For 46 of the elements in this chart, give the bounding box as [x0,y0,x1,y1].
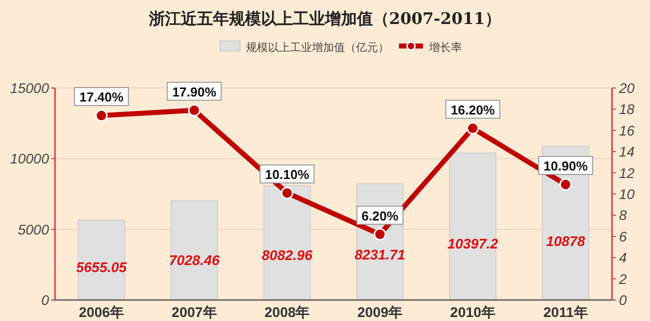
y2-tick-label: 16 [619,122,635,138]
y-tick-label: 10000 [10,150,50,167]
bar [449,152,496,300]
y2-tick-label: 18 [619,101,635,118]
data-label: 16.20% [450,102,496,118]
point [95,109,108,122]
y2-tick-label: 10 [619,186,635,202]
data-label: 17.40% [79,90,124,105]
point [374,228,386,241]
x-tick-label: 2007年 [172,304,217,320]
y2-tick-label: 14 [619,144,635,160]
x-tick-label: 2010年 [450,304,496,320]
point [466,122,479,135]
y2-tick-label: 8 [619,207,627,224]
data-label: 8231.71 [354,246,406,262]
y-tick-label: 15000 [10,80,50,96]
y-tick-label: 5000 [18,221,50,238]
point [559,178,572,191]
data-label: 10397.2 [447,236,498,252]
y-tick-label: 0 [41,292,50,308]
x-tick-label: 2009年 [357,304,402,320]
x-tick-label: 2011年 [543,304,588,320]
data-label: 10878 [546,233,586,250]
y2-tick-label: 0 [619,292,627,308]
x-tick-label: 2006年 [78,304,124,320]
point [188,104,200,117]
data-label: 17.90% [172,84,217,100]
bar [170,200,218,300]
data-label: 10.10% [265,166,310,182]
legend-label: 增长率 [428,41,462,54]
data-label: 10.90% [544,158,588,174]
y2-tick-label: 12 [619,164,635,181]
data-label: 5655.05 [76,259,127,276]
data-label: 6.20% [361,208,399,224]
legend-label: 规模以上工业增加值（亿元） [246,41,389,54]
y2-tick-label: 4 [619,250,627,266]
chart-title: 浙江近五年规模以上工业增加值（2007-2011） [148,9,501,28]
y2-tick-label: 2 [618,270,627,287]
x-tick-label: 2008年 [264,304,310,320]
y2-tick-label: 20 [618,80,635,96]
point [280,186,294,200]
data-label: 8082.96 [262,247,313,264]
bar [78,220,126,300]
bar [263,185,311,300]
y2-tick-label: 6 [619,228,627,244]
data-label: 7028.46 [168,252,220,268]
